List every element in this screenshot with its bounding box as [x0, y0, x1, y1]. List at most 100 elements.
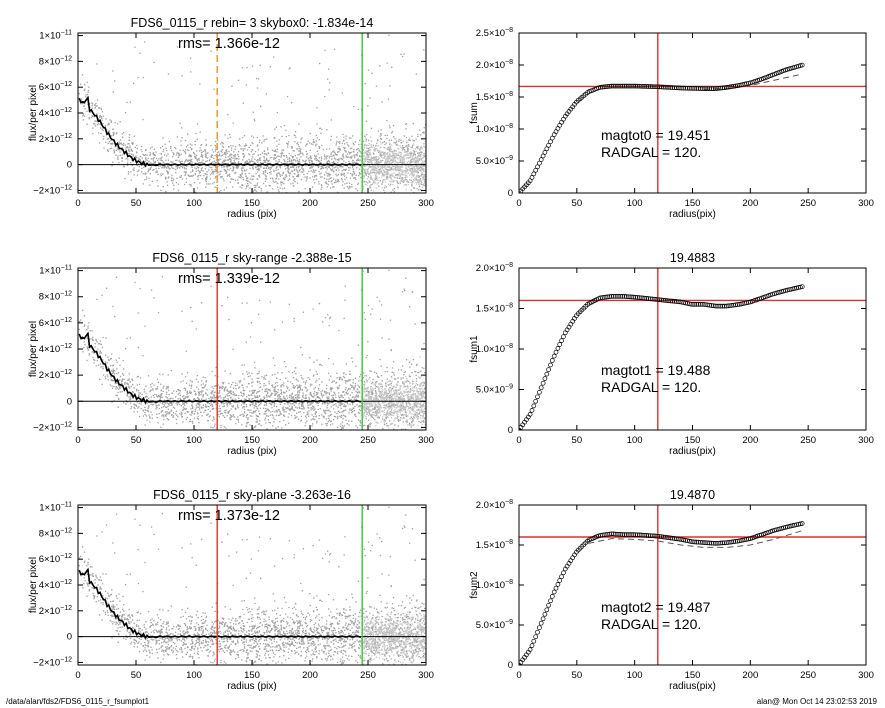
scatter-point: [325, 391, 327, 393]
scatter-point: [202, 407, 204, 409]
scatter-point: [133, 406, 135, 408]
scatter-point: [312, 144, 314, 146]
scatter-point: [117, 406, 119, 408]
scatter-point: [233, 167, 235, 169]
scatter-point: [318, 378, 320, 380]
band-point: [366, 157, 368, 159]
scatter-point: [272, 180, 274, 182]
scatter-point: [229, 373, 232, 375]
scatter-point: [251, 178, 253, 181]
scatter-point: [122, 378, 124, 380]
scatter-point: [125, 158, 127, 160]
scatter-point: [345, 162, 347, 164]
scatter-point: [189, 392, 192, 394]
band-point: [421, 148, 423, 150]
scatter-point: [408, 139, 410, 141]
scatter-point: [304, 425, 306, 427]
band-point: [417, 160, 419, 162]
scatter-point: [184, 161, 186, 163]
scatter-point: [280, 152, 282, 155]
scatter-point: [358, 386, 360, 388]
band-point: [397, 185, 399, 187]
scatter-point: [321, 176, 323, 178]
scatter-point: [295, 433, 296, 434]
scatter-point: [411, 171, 413, 173]
scatter-point: [251, 158, 253, 160]
scatter-point: [386, 176, 388, 179]
scatter-point: [184, 149, 187, 151]
scatter-point: [193, 152, 195, 154]
scatter-point: [207, 413, 209, 415]
band-point: [413, 143, 415, 145]
scatter-point: [256, 395, 258, 397]
scatter-point: [182, 421, 184, 423]
band-point: [422, 160, 424, 162]
band-point: [416, 172, 418, 174]
scatter-point: [300, 384, 302, 387]
scatter-point: [294, 181, 296, 183]
scatter-point: [286, 407, 288, 410]
band-point: [369, 185, 371, 187]
scatter-point: [109, 119, 111, 121]
band-point: [362, 188, 364, 190]
scatter-point: [152, 169, 154, 171]
scatter-point: [137, 76, 139, 79]
scatter-point: [262, 162, 264, 164]
scatter-point: [301, 137, 303, 139]
scatter-point: [293, 386, 295, 389]
scatter-point: [210, 50, 212, 52]
band-point: [392, 184, 394, 186]
scatter-point: [359, 391, 361, 394]
scatter-point: [424, 391, 426, 393]
scatter-point: [317, 166, 319, 168]
scatter-point: [401, 428, 403, 430]
scatter-point: [112, 70, 114, 72]
scatter-point: [328, 379, 330, 381]
scatter-point: [353, 387, 355, 389]
scatter-point: [331, 155, 333, 158]
band-point: [403, 184, 405, 186]
scatter-point: [323, 177, 326, 179]
scatter-point: [293, 134, 295, 136]
scatter-point: [190, 420, 192, 423]
scatter-point: [96, 123, 98, 126]
scatter-point: [149, 184, 151, 186]
scatter-point: [139, 52, 141, 54]
scatter-point: [242, 167, 244, 169]
scatter-point: [267, 152, 270, 154]
scatter-point: [401, 177, 404, 179]
scatter-point: [298, 406, 300, 408]
band-point: [412, 158, 414, 161]
band-point: [417, 179, 419, 181]
scatter-point: [393, 374, 395, 376]
scatter-point: [220, 189, 222, 192]
band-point: [363, 158, 365, 160]
scatter-point: [424, 185, 426, 187]
band-point: [365, 145, 367, 147]
scatter-point: [258, 410, 260, 412]
scatter-point: [297, 171, 299, 173]
band-point: [398, 157, 401, 159]
scatter-point: [328, 415, 330, 417]
scatter-point: [118, 141, 120, 143]
scatter-point: [151, 146, 153, 148]
scatter-point: [165, 393, 168, 395]
scatter-point: [251, 175, 253, 177]
scatter-point: [299, 389, 301, 391]
scatter-point: [195, 156, 197, 159]
scatter-point: [316, 137, 318, 139]
scatter-point: [266, 428, 268, 430]
band-point: [374, 168, 377, 170]
band-point: [384, 174, 386, 176]
scatter-point: [387, 169, 389, 171]
scatter-point: [188, 149, 190, 152]
scatter-point: [394, 168, 397, 170]
scatter-point: [217, 159, 219, 161]
scatter-point: [411, 181, 414, 183]
scatter-point: [318, 384, 321, 386]
scatter-point: [291, 156, 293, 158]
scatter-point: [410, 159, 412, 161]
scatter-point: [390, 207, 391, 208]
scatter-point: [243, 399, 246, 402]
band-point: [402, 170, 404, 172]
